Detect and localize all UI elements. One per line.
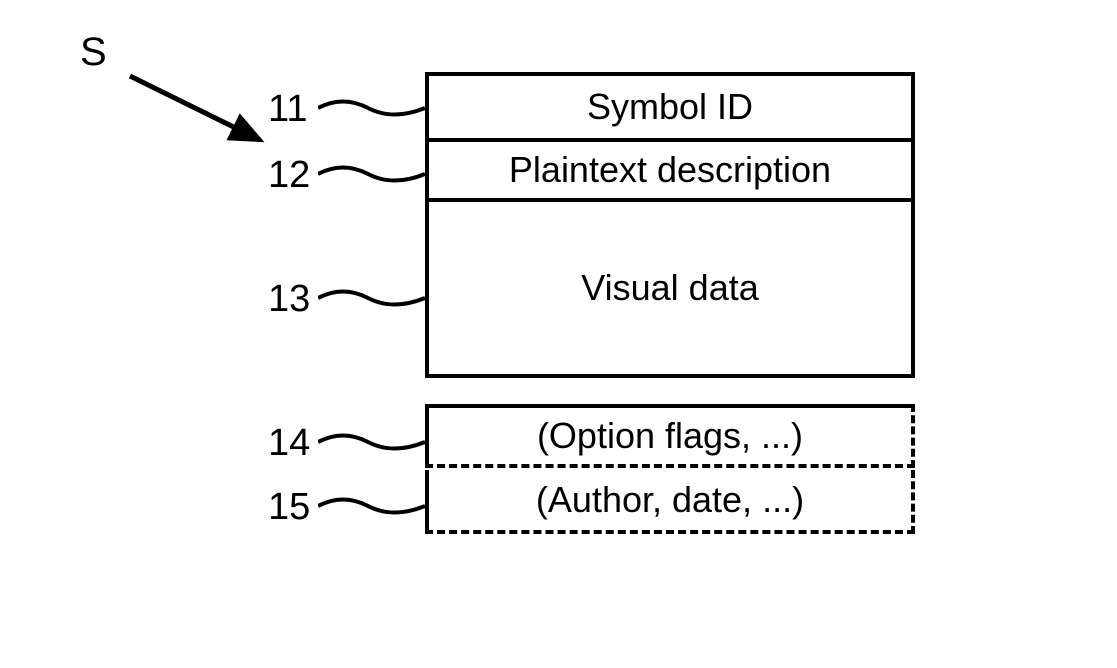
connector-12 xyxy=(318,156,428,196)
row-number-text: 12 xyxy=(268,154,310,196)
row-number-11: 11 xyxy=(268,88,307,131)
row-number-12: 12 xyxy=(268,154,310,197)
row-number-text: 15 xyxy=(268,486,310,528)
box-author-date: (Author, date, ...) xyxy=(425,470,915,534)
box-option-flags: (Option flags, ...) xyxy=(425,404,915,468)
box-symbol-id: Symbol ID xyxy=(425,72,915,142)
arrow-s-to-stack xyxy=(60,30,460,230)
box-visual-data: Visual data xyxy=(425,198,915,378)
box-label: Plaintext description xyxy=(509,149,831,191)
box-label: Symbol ID xyxy=(587,86,753,128)
connector-11 xyxy=(318,90,428,130)
box-label: (Option flags, ...) xyxy=(537,415,803,457)
connector-13 xyxy=(318,280,428,320)
box-label: (Author, date, ...) xyxy=(536,479,804,521)
row-number-13: 13 xyxy=(268,278,310,321)
box-stack: Symbol ID Plaintext description Visual d… xyxy=(425,72,915,534)
box-plaintext-description: Plaintext description xyxy=(425,138,915,202)
connector-14 xyxy=(318,424,428,464)
row-number-text: 14 xyxy=(268,422,310,464)
diagram-container: S 11 12 13 14 15 S xyxy=(60,30,1060,630)
row-number-14: 14 xyxy=(268,422,310,465)
row-number-15: 15 xyxy=(268,486,310,529)
connector-15 xyxy=(318,488,428,528)
box-label: Visual data xyxy=(581,267,758,309)
row-number-text: 13 xyxy=(268,278,310,320)
row-number-text: 11 xyxy=(268,88,307,130)
